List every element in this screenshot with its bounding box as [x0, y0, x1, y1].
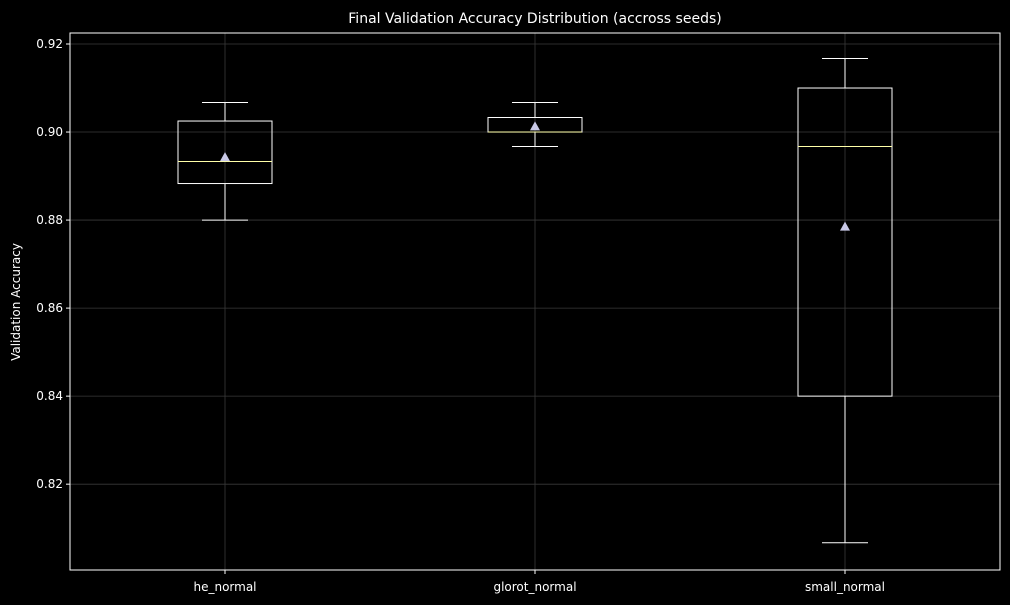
- mean-marker: [840, 221, 850, 231]
- y-axis-label: Validation Accuracy: [9, 243, 23, 361]
- y-tick-label: 0.82: [36, 477, 63, 491]
- x-tick-label: small_normal: [805, 580, 885, 594]
- box-layer: [177, 58, 893, 544]
- mean-marker: [220, 152, 230, 162]
- y-tick-label: 0.92: [36, 37, 63, 51]
- x-tick-label: glorot_normal: [493, 580, 576, 594]
- y-tick-label: 0.84: [36, 389, 63, 403]
- tick-layer: 0.82 0.84 0.86 0.88 0.90 0.92 he_normal glorot_…: [36, 37, 885, 594]
- iqr-box: [177, 120, 273, 185]
- x-tick-label: he_normal: [193, 580, 256, 594]
- box-glorot_normal: [487, 102, 583, 148]
- box-he_normal: [177, 102, 273, 221]
- y-tick-label: 0.90: [36, 125, 63, 139]
- box-small_normal: [797, 58, 893, 544]
- iqr-box: [797, 87, 893, 397]
- mean-marker: [530, 121, 540, 131]
- y-tick-label: 0.88: [36, 213, 63, 227]
- y-tick-label: 0.86: [36, 301, 63, 315]
- chart-title: Final Validation Accuracy Distribution (…: [348, 11, 721, 27]
